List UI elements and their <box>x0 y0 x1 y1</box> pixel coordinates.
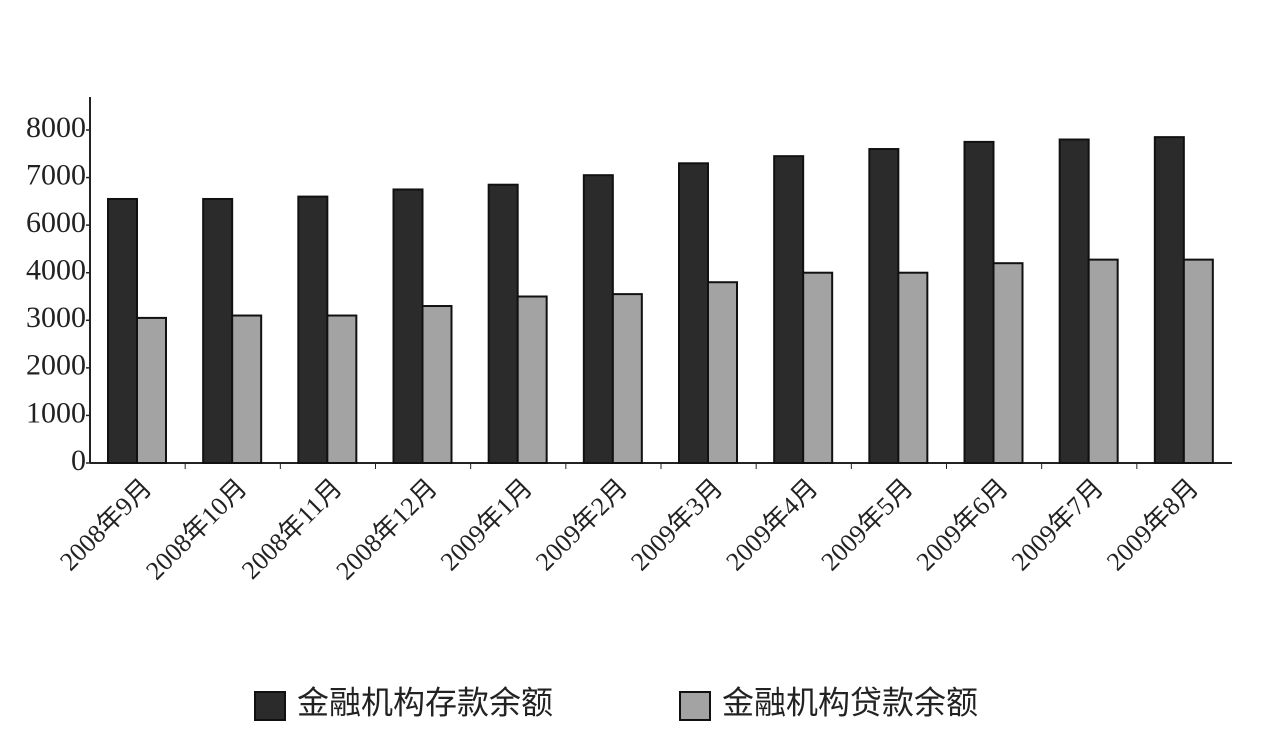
bar <box>107 197 138 464</box>
bar <box>963 140 995 464</box>
x-tick-label: 2008年10月 <box>140 473 252 585</box>
bar <box>1087 258 1119 464</box>
bar <box>678 162 709 465</box>
bar <box>582 174 614 464</box>
y-tick-label: 2000 <box>26 349 86 382</box>
bar <box>611 293 643 464</box>
x-tick-label: 2009年1月 <box>435 473 538 576</box>
x-tick-label: 2009年7月 <box>1006 473 1109 576</box>
bar <box>992 262 1024 465</box>
legend-swatch <box>254 691 286 721</box>
y-tick-label: 0 <box>71 444 86 477</box>
bar <box>1153 136 1185 464</box>
x-tick-label: 2008年11月 <box>236 473 348 585</box>
y-tick-label: 4000 <box>26 254 86 287</box>
y-tick-label: 8000 <box>26 111 86 144</box>
x-tick-label: 2009年8月 <box>1101 473 1204 576</box>
legend-swatch <box>679 691 711 721</box>
bar <box>297 195 329 464</box>
x-tick-label: 2009年5月 <box>816 473 919 576</box>
bar <box>487 183 519 464</box>
y-tick-label: 7000 <box>26 158 86 191</box>
bar <box>1182 258 1214 464</box>
x-tick-label: 2009年3月 <box>625 473 728 576</box>
x-tick-label: 2009年4月 <box>720 473 823 576</box>
bar <box>516 295 548 464</box>
bar <box>707 281 738 464</box>
bar <box>136 316 167 464</box>
legend-label: 金融机构贷款余额 <box>722 684 978 720</box>
x-tick-label: 2009年2月 <box>530 473 633 576</box>
bar <box>897 271 929 465</box>
bar <box>392 188 424 464</box>
bar <box>802 271 834 465</box>
x-tick-label: 2008年9月 <box>54 473 157 576</box>
bar <box>868 148 900 464</box>
bar <box>1058 138 1090 464</box>
y-tick-label: 1000 <box>26 396 86 429</box>
bar <box>421 305 453 464</box>
x-tick-label: 2008年12月 <box>331 473 443 585</box>
y-tick-label: 6000 <box>26 206 86 239</box>
legend-label: 金融机构存款余额 <box>297 684 553 720</box>
bar <box>326 314 358 464</box>
y-tick-label: 3000 <box>26 301 86 334</box>
x-tick-label: 2009年6月 <box>911 473 1014 576</box>
bar <box>773 155 805 465</box>
bar <box>202 197 234 464</box>
bar <box>231 314 263 464</box>
